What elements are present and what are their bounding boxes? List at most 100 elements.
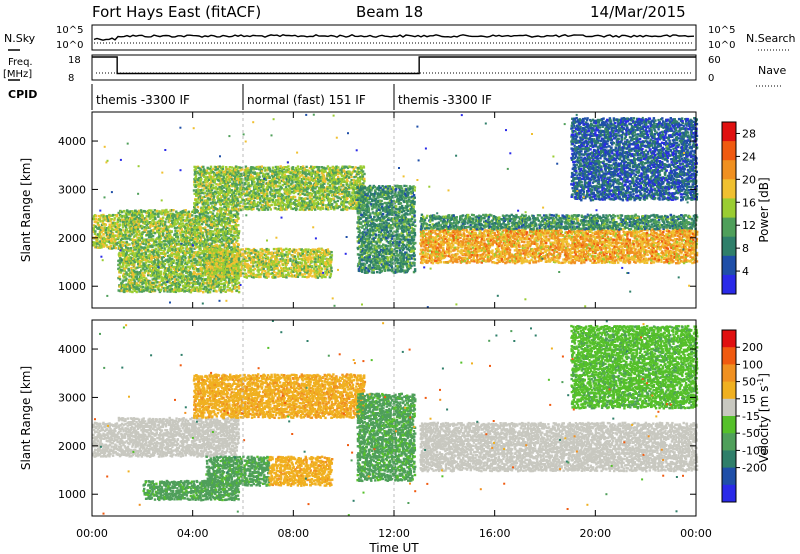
echo-cell — [128, 278, 131, 282]
echo-cell — [227, 198, 230, 202]
echo-cell — [92, 230, 96, 233]
echo-cell — [118, 275, 121, 278]
echo-cell — [297, 189, 300, 192]
echo-cell — [238, 174, 242, 178]
echo-cell — [261, 208, 264, 211]
echo-cell — [166, 251, 169, 254]
echo-cell — [294, 207, 297, 210]
echo-cell — [260, 189, 263, 192]
echo-cell — [117, 226, 120, 229]
echo-cell — [229, 175, 233, 179]
echo-cell — [256, 172, 259, 175]
echo-cell — [236, 211, 239, 214]
echo-cell — [135, 290, 138, 294]
echo-cell — [210, 179, 213, 182]
echo-cell — [227, 213, 230, 216]
echo-cell — [125, 218, 128, 221]
echo-cell — [254, 192, 258, 196]
echo-cell — [164, 213, 167, 216]
echo-cell — [128, 220, 131, 224]
echo-cell — [152, 277, 156, 280]
echo-cell — [300, 205, 303, 208]
echo-cell — [261, 189, 265, 193]
echo-cell — [143, 255, 146, 258]
echo-cell — [192, 238, 196, 241]
echo-cell — [157, 242, 161, 246]
echo-cell — [266, 188, 270, 191]
echo-cell — [141, 280, 144, 283]
echo-cell — [317, 166, 321, 169]
echo-cell — [160, 279, 163, 282]
echo-cell — [126, 273, 129, 276]
echo-cell — [135, 232, 139, 236]
echo-cell — [206, 212, 210, 215]
echo-cell — [209, 187, 212, 190]
echo-cell — [140, 218, 144, 221]
echo-cell — [181, 260, 184, 264]
echo-cell — [172, 267, 176, 270]
echo-cell — [166, 230, 169, 233]
echo-cell — [198, 251, 202, 255]
echo-cell — [199, 216, 202, 220]
echo-cell — [310, 173, 313, 176]
echo-cell — [210, 183, 213, 187]
echo-cell — [235, 248, 238, 252]
echo-cell — [234, 173, 237, 176]
echo-cell — [288, 186, 291, 189]
echo-cell — [215, 177, 218, 181]
echo-cell — [314, 208, 317, 211]
echo-cell — [226, 285, 229, 288]
echo-cell — [139, 224, 142, 228]
echo-cell — [162, 250, 165, 253]
echo-cell — [291, 171, 294, 174]
echo-cell — [200, 196, 204, 200]
echo-cell — [123, 209, 126, 213]
echo-cell — [276, 165, 279, 169]
echo-cell — [252, 191, 255, 195]
echo-cell — [226, 221, 229, 224]
echo-cell — [186, 223, 189, 227]
echo-cell — [271, 178, 274, 182]
echo-cell — [114, 214, 117, 217]
echo-cell — [215, 277, 218, 280]
echo-cell — [287, 204, 290, 207]
echo-cell — [187, 212, 190, 216]
echo-cell — [263, 190, 266, 193]
echo-cell — [289, 202, 293, 206]
echo-cell — [236, 201, 240, 205]
echo-cell — [143, 246, 146, 249]
echo-cell — [287, 168, 290, 171]
echo-cell — [128, 288, 131, 291]
echo-cell — [216, 240, 219, 243]
echo-cell — [122, 237, 125, 241]
echo-cell — [305, 174, 308, 178]
echo-cell — [231, 208, 234, 211]
echo-cell — [157, 259, 160, 263]
echo-cell — [197, 201, 201, 204]
echo-cell — [272, 175, 275, 178]
echo-cell — [189, 278, 192, 281]
echo-cell — [266, 203, 270, 206]
echo-cell — [198, 193, 201, 197]
echo-cell — [190, 227, 194, 231]
echo-cell — [279, 166, 282, 169]
echo-cell — [212, 191, 215, 195]
echo-cell — [174, 232, 177, 235]
echo-cell — [167, 263, 171, 266]
echo-cell — [219, 234, 223, 237]
echo-cell — [227, 205, 230, 208]
echo-cell — [300, 208, 304, 211]
echo-cell — [236, 245, 239, 248]
echo-cell — [148, 279, 151, 283]
echo-cell — [209, 288, 212, 291]
echo-cell — [132, 238, 135, 242]
echo-cell — [166, 290, 169, 293]
echo-cell — [133, 259, 136, 263]
echo-cell — [250, 166, 253, 169]
echo-cell — [286, 192, 290, 196]
echo-cell — [307, 176, 310, 179]
echo-cell — [115, 215, 118, 218]
echo-cell — [163, 236, 166, 239]
echo-cell — [117, 253, 121, 256]
echo-cell — [213, 248, 216, 251]
